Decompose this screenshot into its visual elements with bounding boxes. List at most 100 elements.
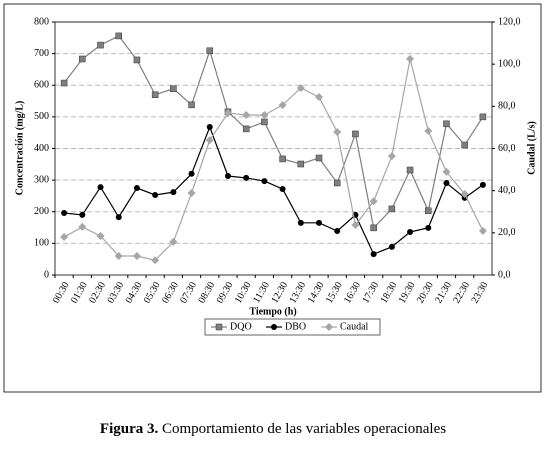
- y-tick-label: 200: [34, 206, 49, 217]
- data-point: [115, 214, 122, 221]
- data-point: [351, 221, 360, 230]
- x-tick-label: 05:30: [142, 280, 163, 305]
- caption-label: Figura 3.: [100, 421, 159, 437]
- y-tick-label: 800: [34, 16, 49, 27]
- data-point: [170, 189, 177, 196]
- caption-text: Comportamiento de las variables operacio…: [162, 421, 446, 437]
- data-point: [406, 54, 415, 63]
- data-point: [96, 231, 105, 240]
- series-line: [64, 125, 484, 255]
- data-point: [151, 91, 159, 98]
- legend-box: [204, 318, 381, 336]
- data-point: [315, 93, 324, 102]
- data-point: [406, 166, 414, 174]
- data-point: [370, 251, 377, 258]
- data-point: [224, 173, 231, 180]
- x-tick-label: 12:30: [269, 280, 290, 305]
- y-tick-label: 100: [34, 238, 49, 249]
- y-axis-title: Concentración (mg/L): [14, 101, 25, 196]
- data-point: [370, 224, 377, 232]
- data-point: [60, 79, 68, 87]
- data-point: [79, 211, 86, 218]
- data-point: [425, 224, 432, 231]
- data-point: [352, 130, 359, 138]
- x-tick-label: 20:30: [415, 280, 436, 305]
- data-point: [333, 128, 342, 137]
- data-point: [460, 190, 469, 199]
- data-point: [479, 181, 486, 188]
- data-point: [424, 127, 433, 136]
- data-point: [315, 154, 323, 162]
- data-point: [388, 205, 396, 213]
- x-tick-label: 06:30: [160, 280, 181, 305]
- y2-axis-title: Caudal (L/s): [526, 121, 537, 175]
- data-point: [206, 123, 213, 130]
- data-point: [187, 188, 196, 197]
- y2-tick-label: 60,0: [498, 143, 516, 154]
- data-point: [188, 170, 195, 177]
- x-tick-label: 22:30: [451, 280, 472, 305]
- data-point: [278, 101, 287, 110]
- data-point: [114, 252, 123, 261]
- y2-tick-label: 100,0: [498, 58, 521, 69]
- legend-label: Caudal: [340, 321, 369, 332]
- data-point: [279, 185, 286, 192]
- data-point: [388, 243, 395, 250]
- data-point: [442, 167, 451, 176]
- y-tick-label: 0: [44, 269, 49, 280]
- data-point: [296, 83, 305, 92]
- x-tick-label: 13:30: [287, 280, 308, 305]
- x-tick-label: 00:30: [51, 280, 72, 305]
- data-point: [261, 178, 268, 185]
- y2-tick-label: 40,0: [498, 185, 516, 196]
- data-point: [407, 228, 414, 235]
- data-point: [243, 174, 250, 181]
- x-tick-label: 10:30: [233, 280, 254, 305]
- x-tick-label: 01:30: [69, 280, 90, 305]
- data-point: [132, 252, 141, 261]
- data-point: [242, 110, 251, 119]
- data-point: [97, 184, 104, 191]
- data-point: [169, 237, 178, 246]
- caption: Figura 3. Comportamiento de las variable…: [100, 421, 446, 437]
- data-point: [205, 136, 214, 145]
- data-point: [369, 197, 378, 206]
- legend-label: DBO: [285, 321, 306, 332]
- data-point: [261, 118, 268, 126]
- chart-frame: [3, 3, 542, 393]
- y2-tick-label: 20,0: [498, 227, 516, 238]
- x-tick-label: 14:30: [306, 280, 327, 305]
- data-point: [425, 207, 432, 215]
- data-point: [461, 141, 468, 149]
- data-point: [206, 47, 214, 55]
- data-point: [478, 226, 487, 235]
- x-tick-label: 07:30: [178, 280, 199, 305]
- data-point: [316, 219, 323, 226]
- data-point: [151, 256, 160, 265]
- data-point: [333, 179, 341, 187]
- x-axis-title: Tiempo (h): [249, 306, 296, 317]
- x-tick-label: 19:30: [397, 280, 418, 305]
- y-tick-label: 600: [34, 80, 49, 91]
- y-tick-label: 500: [34, 111, 49, 122]
- data-point: [61, 210, 68, 217]
- x-tick-label: 04:30: [124, 280, 145, 305]
- x-tick-label: 08:30: [196, 280, 217, 305]
- y-tick-label: 300: [34, 174, 49, 185]
- data-point: [115, 32, 122, 40]
- x-tick-label: 15:30: [324, 280, 345, 305]
- x-tick-label: 16:30: [342, 280, 363, 305]
- x-tick-label: 11:30: [251, 280, 272, 305]
- legend-label: DQO: [230, 321, 252, 332]
- x-tick-label: 17:30: [360, 280, 381, 305]
- data-point: [133, 56, 141, 64]
- y2-tick-label: 80,0: [498, 101, 516, 112]
- y-tick-label: 400: [34, 143, 49, 154]
- data-point: [443, 120, 450, 128]
- data-point: [223, 109, 232, 118]
- series-line: [63, 35, 484, 230]
- y2-tick-label: 120,0: [498, 16, 521, 27]
- x-tick-label: 18:30: [379, 280, 400, 305]
